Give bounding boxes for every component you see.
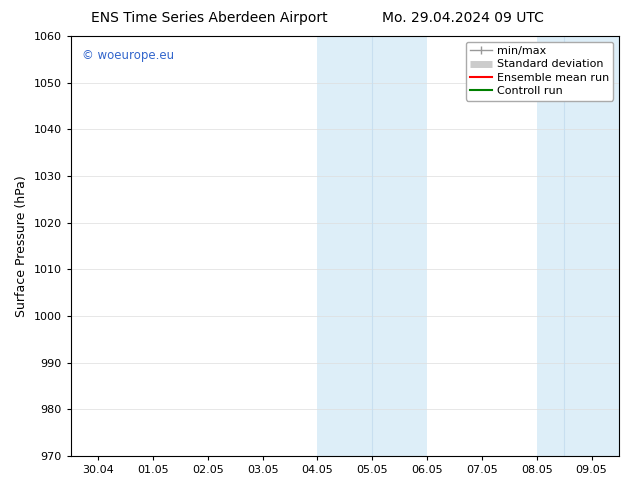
Text: ENS Time Series Aberdeen Airport: ENS Time Series Aberdeen Airport <box>91 11 328 25</box>
Bar <box>537 36 619 456</box>
Y-axis label: Surface Pressure (hPa): Surface Pressure (hPa) <box>15 175 28 317</box>
Text: Mo. 29.04.2024 09 UTC: Mo. 29.04.2024 09 UTC <box>382 11 544 25</box>
Bar <box>318 36 427 456</box>
Legend: min/max, Standard deviation, Ensemble mean run, Controll run: min/max, Standard deviation, Ensemble me… <box>465 42 614 100</box>
Text: © woeurope.eu: © woeurope.eu <box>82 49 174 62</box>
